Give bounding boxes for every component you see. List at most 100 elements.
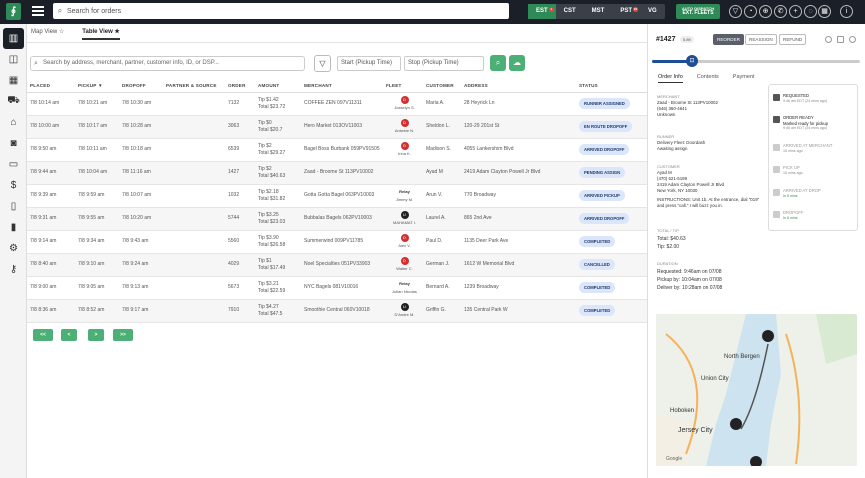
device-alt-icon[interactable]: ▮ — [10, 222, 17, 233]
next-page-button[interactable]: > — [88, 329, 104, 341]
key-icon[interactable]: ⚷ — [9, 264, 18, 275]
fleet-driver: MAHAMAT I. — [393, 220, 416, 225]
globe-icon[interactable]: ⊕ — [759, 5, 772, 18]
table-row[interactable]: 7/8 9:31 am 7/8 9:55 am 7/8 10:20 am 5744 Ti… — [27, 207, 647, 231]
table-row[interactable]: 7/8 9:50 am 7/8 10:11 am 7/8 10:18 am 6539 T… — [27, 138, 647, 162]
progress-slider[interactable]: ⊡ — [652, 55, 860, 67]
fleet-cell: D Walter C. — [383, 253, 423, 277]
auto-dispatch-button[interactable]: AUTO DISPATCH EXT. FLEETS — [676, 4, 720, 19]
table-row[interactable]: 7/8 9:44 am 7/8 10:04 am 7/8 11:16 am 1427 T… — [27, 161, 647, 185]
partner-cell — [163, 253, 225, 277]
requested-time: Requested: 9:46am on 07/08 — [657, 269, 722, 275]
tz-mst[interactable]: MST — [591, 8, 605, 14]
truck-icon[interactable]: ⛟ — [7, 95, 20, 106]
store-pin-icon — [730, 418, 742, 430]
merchant-cell: NYC Bagels 081V10016 — [301, 276, 383, 300]
tab-contents[interactable]: Contents — [696, 74, 719, 80]
stop-pickup-input[interactable]: Stop (Pickup Time) — [404, 56, 484, 71]
clock-icon[interactable]: ◔ — [744, 5, 757, 18]
column-header[interactable]: PICKUP ▼ — [75, 80, 119, 93]
table-row[interactable]: 7/8 9:00 am 7/8 9:05 am 7/8 9:13 am 5673 Tip… — [27, 276, 647, 300]
last-page-button[interactable]: >> — [113, 329, 133, 341]
merchant-phone[interactable]: (646) 360-4641 — [657, 106, 688, 111]
status-cell: COMPLETED — [576, 230, 647, 254]
tab-payment[interactable]: Payment — [732, 74, 755, 80]
tz-pst[interactable]: PST 21 — [620, 7, 639, 14]
info-icon[interactable]: i — [840, 5, 853, 18]
table-row[interactable]: 7/8 8:36 am 7/8 8:52 am 7/8 9:17 am 7910 Tip… — [27, 299, 647, 323]
route-map[interactable]: North Bergen Union City Hoboken Jersey C… — [656, 314, 857, 466]
app-logo-icon[interactable]: ∮ — [6, 3, 21, 20]
camera-icon[interactable]: ◙ — [10, 138, 17, 149]
auto-dispatch-sub: EXT. FLEETS — [682, 10, 714, 16]
fleet-driver: Walter C. — [396, 266, 413, 271]
calendar-icon[interactable]: ▦ — [8, 75, 19, 86]
start-pickup-input[interactable]: Start (Pickup Time) — [337, 56, 401, 71]
table-row[interactable]: 7/8 10:00 am 7/8 10:17 am 7/8 10:28 am 3063… — [27, 115, 647, 139]
tz-cst[interactable]: CST — [563, 8, 576, 14]
order-tip[interactable]: Tip: $2.00 — [657, 244, 680, 250]
add-icon[interactable]: + — [789, 5, 802, 18]
close-icon[interactable] — [849, 36, 856, 43]
tab-map-view[interactable]: Map View ☆ — [31, 29, 65, 35]
lock-icon[interactable]: ⊡ — [686, 55, 698, 67]
customer-header: CUSTOMER — [657, 164, 680, 169]
order-cell: 1427 — [225, 161, 255, 185]
merchant-cell: Bagel Boss Burbank 059PV91505 — [301, 138, 383, 162]
device-icon[interactable]: ▯ — [10, 201, 17, 212]
table-row[interactable]: 7/8 8:40 am 7/8 9:10 am 7/8 9:24 am 4029 Tip… — [27, 253, 647, 277]
filter-icon[interactable]: ▽ — [729, 5, 742, 18]
map-icon[interactable]: ▥ — [3, 28, 24, 49]
chat-icon[interactable]: ◌ — [804, 5, 817, 18]
refund-button[interactable]: REFUND — [779, 34, 807, 45]
search-button[interactable]: ⌕ — [490, 55, 506, 71]
divider — [27, 42, 647, 43]
placed-cell: 7/8 9:31 am — [27, 207, 75, 231]
total-text: Total $29.27 — [258, 149, 286, 156]
table-row[interactable]: 7/8 10:14 am 7/8 10:21 am 7/8 10:30 am 7132… — [27, 92, 647, 116]
pickup-cell: 7/8 9:10 am — [75, 253, 119, 277]
runner-status: Awaiting assign — [657, 146, 688, 151]
minimize-icon[interactable] — [825, 36, 832, 43]
tab-table-view[interactable]: Table View ★ — [82, 28, 120, 40]
order-cell: 7910 — [225, 299, 255, 323]
calendar-icon[interactable]: ▦ — [818, 5, 831, 18]
order-search-input[interactable]: ⌕ Search for orders — [53, 3, 509, 19]
table-row[interactable]: 7/8 9:39 am 7/8 9:59 am 7/8 10:07 am 1032 Ti… — [27, 184, 647, 208]
prev-page-button[interactable]: < — [61, 329, 77, 341]
phone-icon[interactable]: ✆ — [774, 5, 787, 18]
dropoff-cell: 7/8 10:30 am — [119, 92, 163, 116]
tip-text: Tip $2.18 — [258, 188, 279, 195]
reorder-button[interactable]: REORDER — [713, 34, 744, 45]
reassign-button[interactable]: REASSIGN — [745, 34, 777, 45]
download-button[interactable]: ☁ — [509, 55, 525, 71]
menu-icon[interactable] — [32, 6, 44, 16]
filter-search-input[interactable]: Search by address, merchant, partner, cu… — [30, 56, 305, 71]
tab-order-info[interactable]: Order Info — [658, 74, 683, 83]
address-cell: 1612 W Memorial Blvd — [461, 253, 576, 277]
order-badge: 5.89 — [680, 36, 694, 43]
settings-icon[interactable]: ⚙ — [9, 243, 18, 254]
store-icon[interactable]: ⌂ — [10, 117, 17, 128]
funnel-icon[interactable]: ▽ — [314, 55, 331, 72]
amount-cell: Tip $4.27 Total $47.5 — [255, 299, 301, 323]
tip-text: Tip $0 — [258, 119, 272, 126]
main-content: Map View ☆ Table View ★ Search by addres… — [27, 24, 647, 478]
first-page-button[interactable]: << — [33, 329, 53, 341]
table-row[interactable]: 7/8 9:14 am 7/8 9:34 am 7/8 9:43 am 5560 Tip… — [27, 230, 647, 254]
expand-icon[interactable] — [837, 36, 844, 43]
tz-est[interactable]: EST 1 — [528, 4, 556, 19]
tz-vg[interactable]: VG — [648, 8, 657, 14]
dropoff-cell: 7/8 10:20 am — [119, 207, 163, 231]
placed-cell: 7/8 9:39 am — [27, 184, 75, 208]
card-icon[interactable]: ▭ — [8, 159, 19, 170]
chart-icon[interactable]: ◫ — [8, 54, 19, 65]
pickup-cell: 7/8 10:11 am — [75, 138, 119, 162]
fleet-logo-icon: D — [400, 234, 409, 242]
deliver-by-time[interactable]: Deliver by: 10:28am on 07/08 — [657, 285, 723, 291]
order-total: Total: $40.63 — [657, 236, 686, 242]
dollar-icon[interactable]: $ — [10, 180, 17, 191]
dropoff-cell: 7/8 9:43 am — [119, 230, 163, 254]
customer-phone[interactable]: (470) 621-5199 — [657, 176, 688, 181]
pickup-cell: 7/8 10:21 am — [75, 92, 119, 116]
